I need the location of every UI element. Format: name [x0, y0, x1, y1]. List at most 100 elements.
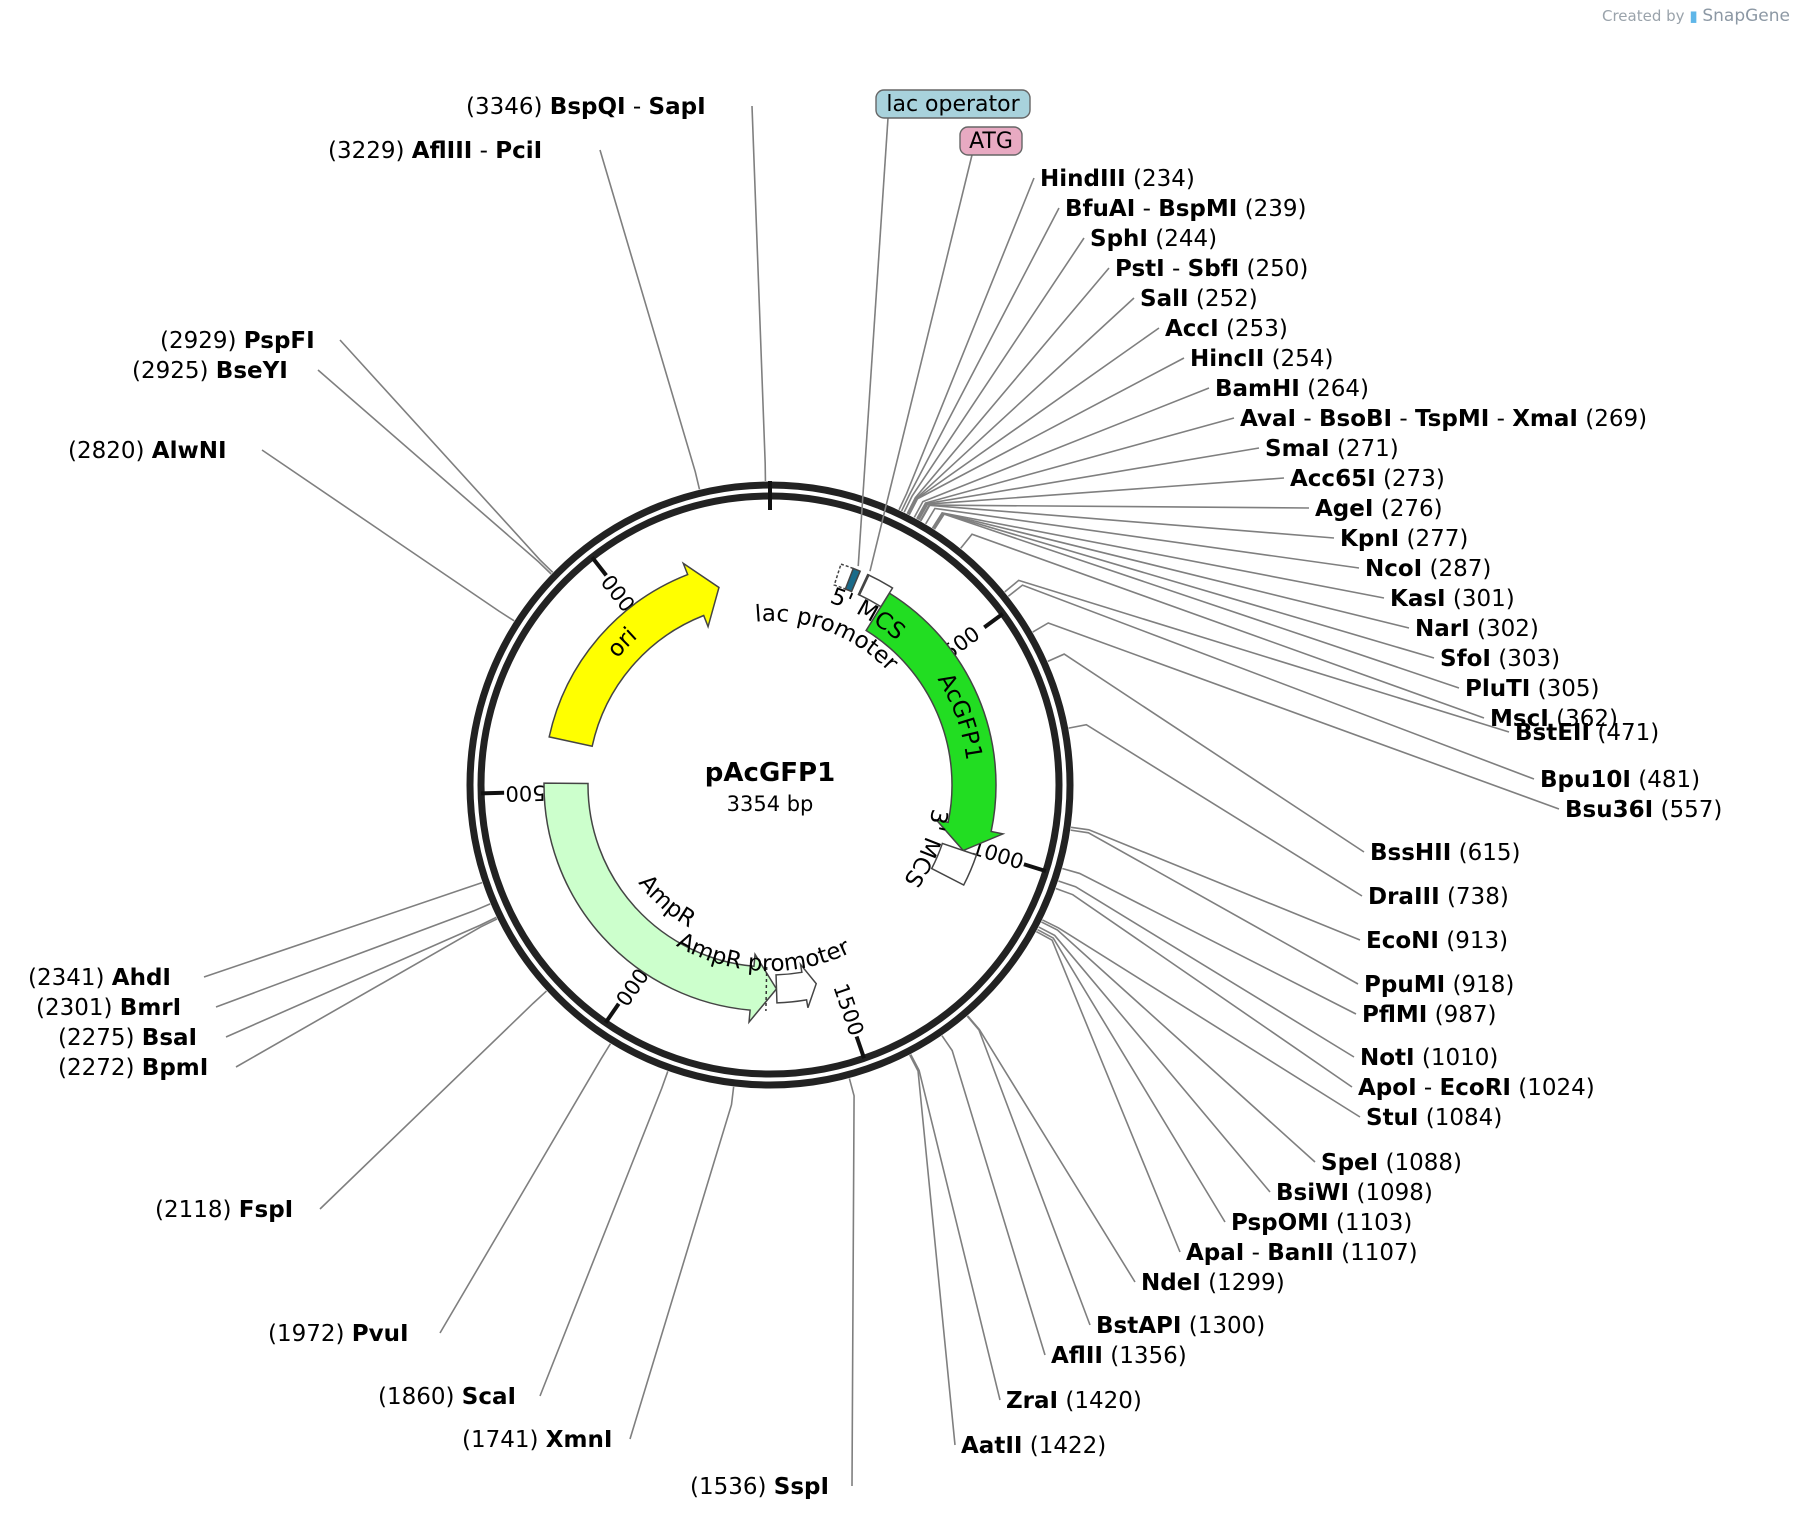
leader-agei: [919, 504, 1310, 522]
site-label-ncoi: NcoI (287): [1365, 556, 1491, 582]
snapgene-credit: Created by ▮ SnapGene: [1602, 6, 1790, 26]
leader-draiii: [1068, 723, 1363, 897]
leader-apoi-ecori: [1055, 887, 1353, 1088]
leader-scai: [539, 1071, 669, 1397]
leader-pluti: [933, 513, 1460, 689]
site-label-pvui: (1972) PvuI: [268, 1321, 409, 1347]
site-label-bfuai-bspmi: BfuAI - BspMI (239): [1065, 196, 1307, 222]
leader-stui: [1042, 919, 1361, 1118]
feature-3-mcs: [930, 842, 978, 887]
site-label-spei: SpeI (1088): [1321, 1150, 1462, 1176]
tick-2000: [603, 1002, 621, 1024]
leader-ncoi: [924, 507, 1360, 569]
site-label-xmni: (1741) XmnI: [462, 1427, 612, 1453]
site-labels: HindIII (234) BfuAI - BspMI (239) SphI (24…: [28, 94, 1722, 1500]
site-label-bsai: (2275) BsaI: [58, 1025, 197, 1051]
site-label-draiii: DraIII (738): [1368, 884, 1509, 910]
leader-kpni: [920, 504, 1335, 539]
leader-bmri: [215, 903, 491, 1008]
leader-bsai: [225, 916, 497, 1038]
site-label-aflii: AflII (1356): [1051, 1343, 1187, 1369]
leader-bstapi: [966, 1015, 1091, 1326]
feature-ampr: [543, 782, 778, 1025]
credit-prefix: Created by: [1602, 7, 1685, 25]
plasmid-size: 3354 bp: [727, 792, 814, 816]
site-label-scai: (1860) ScaI: [378, 1384, 516, 1410]
site-label-kasi: KasI (301): [1390, 586, 1515, 612]
leader-aflii: [941, 1035, 1046, 1356]
site-label-bpu10i: Bpu10I (481): [1540, 767, 1700, 793]
site-label-hincii: HincII (254): [1190, 346, 1333, 372]
tick-1500: [854, 1035, 866, 1059]
credit-brand: SnapGene: [1702, 6, 1790, 26]
site-label-noti: NotI (1010): [1360, 1045, 1498, 1071]
site-label-sali: SalI (252): [1140, 286, 1258, 312]
leader-sfoi: [932, 512, 1435, 659]
leader-bsshii: [1047, 653, 1365, 853]
site-label-pluti: PluTI (305): [1465, 676, 1600, 702]
site-label-agei: AgeI (276): [1315, 496, 1443, 522]
leader-ndei: [967, 1015, 1136, 1283]
leader-bsiwi: [1038, 926, 1271, 1193]
leader-sphi: [903, 237, 1085, 513]
feature-acgfp1: [865, 592, 1006, 852]
site-label-afliii-pcii: (3229) AflIII - PciI: [328, 138, 542, 164]
svg-text:ATG: ATG: [969, 129, 1013, 154]
site-label-bpmi: (2272) BpmI: [58, 1055, 208, 1081]
leader-noti: [1058, 880, 1355, 1058]
leader-bsu36i: [1032, 622, 1560, 810]
leader-avai-bsobi-tspmi-xmai: [916, 417, 1235, 520]
feature-atg: [857, 573, 870, 597]
site-label-ahdi: (2341) AhdI: [28, 965, 171, 991]
site-label-stui: StuI (1084): [1366, 1105, 1502, 1131]
tick-label-1500: 1500: [828, 981, 868, 1039]
svg-text:lac operator: lac operator: [886, 92, 1020, 117]
site-label-msci: MscI (362): [1490, 706, 1618, 732]
site-label-bamhi: BamHI (264): [1215, 376, 1369, 402]
leader-spei: [1041, 921, 1316, 1163]
site-label-bsshii: BssHII (615): [1370, 840, 1520, 866]
site-label-ppumi: PpuMI (918): [1364, 972, 1514, 998]
leader-zrai: [910, 1054, 1001, 1401]
leader-ahdi: [203, 881, 483, 978]
site-label-ndei: NdeI (1299): [1141, 1270, 1285, 1296]
tick-500: [983, 612, 1005, 630]
site-label-econi: EcoNI (913): [1366, 928, 1508, 954]
site-label-bstapi: BstAPI (1300): [1096, 1313, 1265, 1339]
leader-bfuai-bspmi: [900, 207, 1060, 512]
backbone: [466, 481, 1074, 1089]
feature-callout-atg: ATG: [869, 126, 1023, 572]
leader-sspi: [848, 1078, 855, 1487]
site-label-avai-bsobi-tspmi-xmai: AvaI - BsoBI - TspMI - XmaI (269): [1240, 406, 1647, 432]
leader-lines: [203, 105, 1560, 1487]
site-label-hindiii: HindIII (234): [1040, 166, 1195, 192]
tick-3000: [590, 556, 608, 577]
site-label-apai-banii: ApaI - BanII (1107): [1186, 1240, 1418, 1266]
site-label-bseyi: (2925) BseYI: [132, 358, 288, 384]
tick-1000: [1023, 862, 1047, 874]
site-label-fspi: (2118) FspI: [155, 1197, 293, 1223]
leader-bamhi: [913, 387, 1210, 518]
leader-bpu10i: [1007, 584, 1535, 780]
plasmid-name: pAcGFP1: [705, 758, 835, 788]
site-label-bsteii: BstEII (471): [1515, 720, 1659, 746]
feature-callout-lac-operator: lac operator: [857, 89, 1031, 567]
features: [543, 561, 1006, 1025]
site-label-bsiwi: BsiWI (1098): [1276, 1180, 1433, 1206]
site-label-pspfi: (2929) PspFI: [160, 328, 315, 354]
leader-acc65i: [918, 477, 1285, 521]
site-label-bmri: (2301) BmrI: [36, 995, 181, 1021]
site-label-sfoi: SfoI (303): [1440, 646, 1560, 672]
site-label-zrai: ZraI (1420): [1006, 1388, 1142, 1414]
feature-ampr-promoter: [765, 961, 818, 1011]
leader-afliii-pcii: [599, 149, 701, 490]
leader-hincii: [908, 357, 1185, 516]
site-label-psti-sbfi: PstI - SbfI (250): [1115, 256, 1308, 282]
center-labels: pAcGFP1 3354 bp: [705, 758, 835, 816]
leader-bspqi-sapi: [751, 105, 767, 482]
leader-xmni: [629, 1086, 735, 1440]
site-label-pspomi: PspOMI (1103): [1231, 1210, 1412, 1236]
site-label-sphi: SphI (244): [1090, 226, 1217, 252]
leader-apai-banii: [1035, 930, 1181, 1253]
site-label-smai: SmaI (271): [1265, 436, 1399, 462]
